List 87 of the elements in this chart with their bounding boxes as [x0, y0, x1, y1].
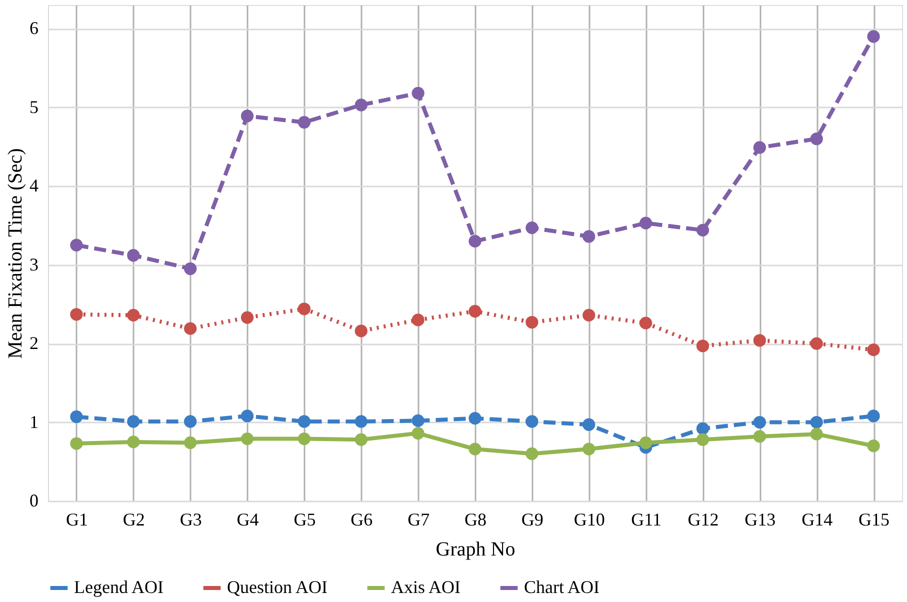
- point: [639, 216, 652, 230]
- point: [468, 304, 482, 318]
- x-tick-label: G12: [688, 510, 719, 530]
- y-tick-label: 4: [30, 176, 38, 196]
- x-tick-label: G9: [521, 510, 544, 530]
- point: [867, 410, 880, 422]
- point: [354, 98, 368, 112]
- point: [582, 308, 596, 322]
- point: [867, 344, 880, 356]
- point: [639, 316, 652, 330]
- point: [639, 436, 652, 450]
- point: [354, 415, 368, 428]
- point: [753, 141, 766, 154]
- point: [753, 416, 766, 429]
- point: [70, 410, 83, 424]
- point: [468, 442, 482, 456]
- y-tick-label: 1: [30, 412, 38, 432]
- x-tick-label: G3: [180, 510, 202, 530]
- point: [127, 308, 140, 322]
- legend-label: Chart AOI: [524, 577, 600, 597]
- y-axis-title: Mean Fixation Time (Sec): [4, 148, 26, 359]
- point: [468, 412, 482, 425]
- point: [354, 324, 368, 338]
- point: [867, 440, 880, 452]
- point: [240, 410, 254, 422]
- point: [526, 447, 538, 460]
- point: [127, 415, 140, 428]
- point: [240, 311, 254, 324]
- legend-label: Axis AOI: [391, 577, 461, 597]
- point: [582, 230, 596, 243]
- x-tick-label: G10: [574, 510, 605, 530]
- point: [70, 238, 83, 252]
- point: [70, 437, 83, 450]
- point: [127, 249, 140, 262]
- x-tick-label: G4: [236, 510, 259, 530]
- x-tick-label: G6: [350, 510, 373, 530]
- point: [696, 224, 710, 236]
- point: [867, 30, 880, 43]
- point: [412, 314, 424, 326]
- point: [184, 322, 197, 335]
- point: [184, 436, 197, 450]
- point: [696, 340, 710, 352]
- point: [810, 416, 823, 429]
- point: [298, 302, 311, 316]
- x-tick-label: G7: [408, 510, 430, 530]
- x-tick-label: G15: [858, 510, 890, 530]
- x-tick-label: G13: [744, 510, 776, 530]
- point: [753, 334, 766, 347]
- y-tick-label: 3: [30, 254, 38, 274]
- point: [582, 418, 596, 431]
- y-tick-label: 6: [30, 18, 38, 38]
- point: [354, 433, 368, 446]
- point: [696, 433, 710, 446]
- point: [298, 116, 311, 129]
- legend-label: Legend AOI: [74, 577, 164, 597]
- point: [412, 86, 424, 100]
- y-tick-label: 5: [30, 96, 38, 117]
- point: [810, 337, 823, 350]
- x-tick-label: G1: [66, 510, 88, 530]
- legend-label: Question AOI: [227, 577, 328, 597]
- y-tick-label: 0: [30, 490, 38, 510]
- point: [412, 414, 424, 428]
- point: [240, 110, 254, 122]
- point: [184, 262, 197, 276]
- point: [810, 132, 823, 146]
- point: [70, 308, 83, 321]
- point: [412, 426, 424, 440]
- point: [298, 415, 311, 428]
- x-axis-title: Graph No: [436, 538, 516, 560]
- point: [810, 428, 823, 440]
- x-tick-label: G2: [122, 510, 145, 530]
- x-tick-label: G5: [294, 510, 316, 530]
- point: [240, 432, 254, 446]
- x-tick-label: G11: [631, 510, 662, 530]
- point: [468, 234, 482, 248]
- y-tick-label: 2: [30, 333, 38, 354]
- point: [127, 436, 140, 448]
- point: [184, 415, 197, 428]
- point: [582, 442, 596, 456]
- point: [753, 430, 766, 443]
- x-tick-label: G8: [464, 510, 486, 530]
- point: [696, 422, 710, 435]
- point: [526, 316, 538, 329]
- point: [526, 221, 538, 234]
- point: [526, 415, 538, 428]
- x-tick-label: G14: [802, 510, 833, 530]
- point: [298, 432, 311, 446]
